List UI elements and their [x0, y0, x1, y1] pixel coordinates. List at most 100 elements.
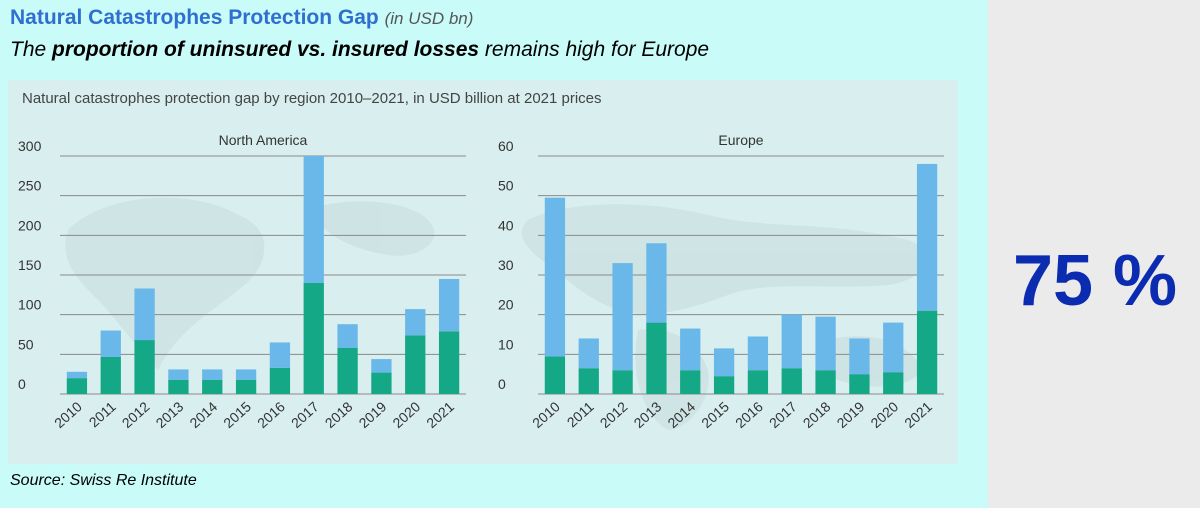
bar-na-2012-insured	[134, 340, 155, 394]
bar-na-2014-insured	[202, 379, 223, 394]
bar-na-2020-insured	[405, 335, 426, 394]
bar-eu-2021-insured	[916, 310, 938, 394]
bar-eu-2017-insured	[781, 368, 802, 394]
bar-eu-2011-uninsured	[578, 338, 599, 369]
slide-title-unit: (in USD bn)	[384, 9, 474, 28]
map-background	[65, 197, 926, 430]
ytick-na-250: 250	[18, 178, 42, 194]
bar-na-2020-uninsured	[405, 309, 426, 336]
bar-eu-2018-uninsured	[815, 316, 836, 371]
chart-box: 0 50 100 150 200 250 300 North America 2010 2011 2…	[8, 80, 958, 464]
bar-na-2013-insured	[168, 379, 189, 394]
slide-title-main: Natural Catastrophes Protection Gap	[10, 6, 379, 29]
bar-eu-2015-uninsured	[713, 348, 735, 377]
xtick-eu-2010: 2010	[529, 398, 563, 431]
bar-eu-2013-insured	[646, 322, 667, 394]
bar-eu-2021-uninsured	[916, 163, 938, 311]
xtick-eu-2016: 2016	[732, 398, 766, 431]
bar-na-2016-uninsured	[269, 342, 291, 368]
xtick-na-2010: 2010	[51, 398, 85, 431]
chart-title-eu: Europe	[718, 132, 763, 148]
xtick-eu-2021: 2021	[901, 398, 935, 431]
ytick-na-0: 0	[18, 376, 26, 392]
xtick-na-2017: 2017	[288, 398, 322, 431]
ytick-eu-30: 30	[498, 257, 514, 273]
subtitle-pre: The	[10, 38, 53, 61]
bar-eu-2011-insured	[578, 368, 599, 394]
bar-na-2018-uninsured	[337, 324, 358, 348]
xtick-eu-2019: 2019	[834, 398, 868, 431]
bar-na-2018-insured	[337, 347, 358, 394]
bar-na-2015-insured	[235, 379, 257, 394]
xtick-na-2014: 2014	[186, 398, 220, 431]
xtick-eu-2012: 2012	[597, 398, 631, 431]
bar-na-2013-uninsured	[168, 369, 189, 380]
subtitle-bold: proportion of uninsured vs. insured loss…	[52, 38, 480, 61]
xtick-na-2015: 2015	[220, 398, 254, 431]
bar-eu-2019-uninsured	[849, 338, 870, 375]
bar-eu-2012-insured	[612, 370, 633, 394]
bar-na-2015-uninsured	[235, 369, 257, 380]
bar-na-2021-insured	[438, 331, 460, 394]
bar-na-2017-insured	[303, 282, 324, 394]
bar-eu-2018-insured	[815, 370, 836, 394]
ytick-na-300: 300	[18, 138, 42, 154]
ytick-na-200: 200	[18, 217, 42, 233]
bar-eu-2014-insured	[680, 370, 701, 394]
bar-na-2016-insured	[269, 367, 291, 394]
xtick-na-2021: 2021	[423, 398, 457, 431]
ytick-eu-0: 0	[498, 376, 506, 392]
bar-na-2014-uninsured	[202, 369, 223, 380]
xtick-na-2012: 2012	[119, 398, 153, 431]
source-note: Source: Swiss Re Institute	[10, 472, 197, 489]
xtick-na-2016: 2016	[254, 398, 288, 431]
bar-eu-2016-insured	[747, 370, 769, 394]
bar-na-2017-uninsured	[303, 156, 324, 283]
chart-title-na: North America	[219, 132, 308, 148]
bar-eu-2020-uninsured	[883, 322, 904, 373]
bar-eu-2010-uninsured	[544, 197, 566, 357]
bar-na-2019-insured	[371, 372, 392, 394]
xtick-eu-2011: 2011	[564, 398, 597, 430]
xtick-na-2020: 2020	[389, 398, 423, 431]
bar-na-2019-uninsured	[371, 359, 392, 373]
bar-eu-2010-insured	[544, 356, 566, 394]
ytick-eu-10: 10	[498, 336, 514, 352]
bar-na-2021-uninsured	[438, 278, 460, 332]
ytick-eu-40: 40	[498, 217, 514, 233]
slide-subtitle: The proportion of uninsured vs. insured …	[10, 38, 709, 62]
subtitle-post: remains high for Europe	[479, 38, 710, 61]
ytick-eu-20: 20	[498, 297, 514, 313]
chart-heading: Natural catastrophes protection gap by r…	[22, 90, 602, 107]
xtick-eu-2017: 2017	[766, 398, 800, 431]
ytick-na-50: 50	[18, 336, 34, 352]
kpi-panel	[988, 0, 1200, 508]
xtick-na-2011: 2011	[86, 398, 119, 430]
xtick-na-2018: 2018	[322, 398, 356, 431]
ytick-na-150: 150	[18, 257, 42, 273]
slide-title: Natural Catastrophes Protection Gap (in …	[10, 6, 473, 30]
bar-eu-2013-uninsured	[646, 243, 667, 323]
bar-eu-2015-insured	[713, 376, 735, 394]
xtick-na-2013: 2013	[153, 398, 187, 431]
ytick-na-100: 100	[18, 297, 42, 313]
bar-na-2010-insured	[66, 378, 88, 394]
bar-na-2010-uninsured	[66, 371, 88, 379]
ytick-eu-50: 50	[498, 178, 514, 194]
bar-na-2012-uninsured	[134, 288, 155, 341]
bar-eu-2014-uninsured	[680, 328, 701, 371]
kpi-value: 75 %	[1012, 241, 1178, 321]
bar-eu-2016-uninsured	[747, 336, 769, 371]
xtick-eu-2018: 2018	[800, 398, 834, 431]
bar-na-2011-insured	[100, 356, 121, 394]
xtick-eu-2015: 2015	[698, 398, 732, 431]
bar-eu-2019-insured	[849, 374, 870, 394]
bar-eu-2020-insured	[883, 372, 904, 394]
bar-eu-2017-uninsured	[781, 314, 802, 369]
ytick-eu-60: 60	[498, 138, 514, 154]
xtick-na-2019: 2019	[356, 398, 390, 431]
bar-na-2011-uninsured	[100, 330, 121, 357]
bar-eu-2012-uninsured	[612, 263, 633, 371]
xtick-eu-2020: 2020	[867, 398, 901, 431]
